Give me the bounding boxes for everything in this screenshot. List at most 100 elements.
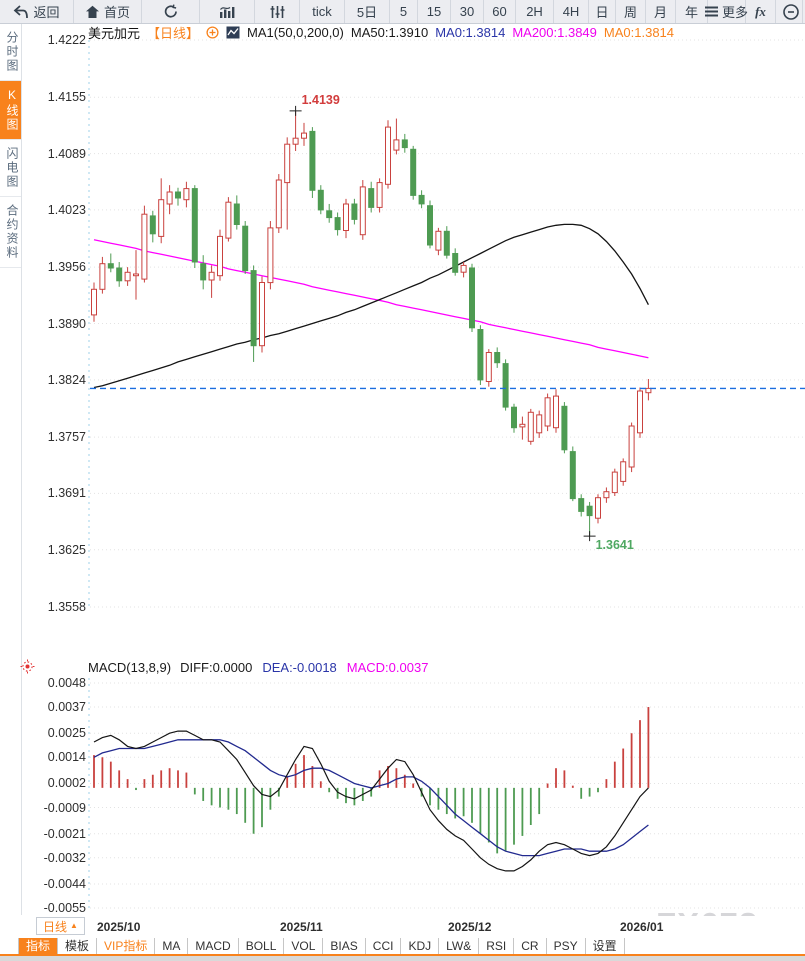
macd-axis-label: 0.0048: [47, 676, 86, 690]
sidebar-item-K线图[interactable]: K线图: [0, 81, 21, 140]
toolbar-button-15[interactable]: 15: [418, 0, 451, 23]
home-icon: [85, 5, 100, 19]
toolbar-button-label: 5: [399, 4, 408, 19]
toolbar-button-30[interactable]: 30: [451, 0, 484, 23]
macd-axis-label: 0.0002: [47, 776, 86, 791]
tab-CCI[interactable]: CCI: [366, 938, 402, 954]
toolbar-button-month[interactable]: 月: [646, 0, 676, 23]
x-axis-label: 2025/10: [97, 920, 141, 934]
toolbar-button-label: 30: [459, 4, 475, 19]
kline-chart-icon: [226, 26, 240, 39]
toolbar-button-label: 月: [653, 5, 667, 20]
price-axis-label: 1.3625: [47, 542, 86, 557]
toolbar-button-more[interactable]: 更多: [705, 0, 749, 23]
toolbar-button-label: 60: [492, 4, 507, 19]
price-axis-label: 1.3956: [47, 260, 86, 275]
toolbar-button-5d[interactable]: 5日: [345, 0, 390, 23]
toolbar-button-refresh[interactable]: [142, 0, 200, 23]
toolbar-button-zoom-out[interactable]: [776, 0, 803, 23]
toolbar-button-label: 15: [426, 4, 442, 19]
price-axis-label: 1.3890: [47, 316, 86, 331]
macd-values: DIFF:0.0000 DEA:-0.0018 MACD:0.0037: [180, 660, 428, 675]
price-axis-label: 1.3824: [47, 372, 86, 387]
tab-PSY[interactable]: PSY: [547, 938, 586, 954]
price-axis-label: 1.4222: [47, 33, 86, 47]
indicator-tab-bar: 指标 模板 VIP指标 MA MACD BOLL VOL BIAS CCI KDJ LW& RSI CR…: [0, 938, 805, 954]
indicator-chart-icon: [219, 5, 236, 19]
tab-MA[interactable]: MA: [155, 938, 189, 954]
bottom-strip: [0, 956, 805, 961]
tab-KDJ[interactable]: KDJ: [401, 938, 440, 954]
period-tag: 【日线】: [147, 26, 200, 41]
refresh-icon: [163, 4, 179, 19]
more-icon: [705, 6, 718, 17]
tab-BOLL[interactable]: BOLL: [239, 938, 285, 954]
tab-模板[interactable]: 模板: [58, 938, 98, 954]
macd-axis-label: -0.0032: [43, 850, 86, 865]
toolbar-button-candle-style[interactable]: [255, 0, 300, 23]
toolbar-button-2h[interactable]: 2H: [516, 0, 554, 23]
ma-value: MA200:1.3849: [512, 25, 597, 40]
tab-VIP指标[interactable]: VIP指标: [97, 938, 156, 954]
add-indicator-icon[interactable]: [206, 26, 219, 39]
toolbar-button-label: 5日: [356, 5, 378, 20]
toolbar-button-label: 日: [595, 5, 609, 20]
toolbar-button-indicator-chart[interactable]: [200, 0, 255, 23]
sidebar: 分时图 K线图 闪电图 合约资料: [0, 24, 22, 915]
macd-axis-label: 0.0025: [47, 726, 86, 741]
period-selector-button[interactable]: 日线 ▲: [36, 917, 85, 935]
toolbar-button-label: 首页: [103, 5, 130, 20]
toolbar-button-day[interactable]: 日: [589, 0, 616, 23]
chart-header: 美元加元 【日线】 MA1(50,0,200,0) MA50:1.3910 MA0…: [88, 25, 681, 41]
blink-live-icon: [20, 659, 35, 679]
ma-values: MA50:1.3910 MA0:1.3814 MA200:1.3849 MA0:1.3…: [351, 25, 681, 40]
tab-CR[interactable]: CR: [514, 938, 547, 954]
tab-RSI[interactable]: RSI: [479, 938, 515, 954]
macd-axis-label: -0.0044: [43, 876, 86, 891]
low-price-label: 1.3641: [595, 538, 634, 553]
toolbar-button-label: 更多: [722, 5, 749, 20]
toolbar-button-label: 周: [623, 5, 637, 20]
symbol-name: 美元加元: [88, 26, 141, 41]
toolbar-button-label: fx: [755, 3, 766, 19]
macd-axis-label: -0.0009: [43, 800, 86, 815]
x-axis-label: 2025/12: [448, 920, 492, 934]
toolbar-button-5[interactable]: 5: [390, 0, 418, 23]
tab-MACD[interactable]: MACD: [188, 938, 239, 954]
toolbar-button-label: 年: [684, 5, 698, 20]
toolbar-button-label: 2H: [526, 4, 543, 19]
tab-BIAS[interactable]: BIAS: [323, 938, 366, 954]
x-axis-label: 2025/11: [280, 920, 323, 934]
toolbar-button-60[interactable]: 60: [484, 0, 516, 23]
toolbar-button-week[interactable]: 周: [616, 0, 646, 23]
toolbar-button-fx[interactable]: fx: [746, 0, 776, 23]
x-axis-label: 2026/01: [620, 920, 664, 934]
tab-设置[interactable]: 设置: [586, 938, 625, 954]
sidebar-item-分时图[interactable]: 分时图: [0, 24, 21, 81]
macd-axis-label: -0.0021: [43, 826, 86, 841]
back-icon: [13, 4, 29, 19]
toolbar-button-year[interactable]: 年: [676, 0, 708, 23]
toolbar-button-tick[interactable]: tick: [300, 0, 345, 23]
period-selector-label: 日线: [43, 919, 68, 934]
sidebar-item-合约资料[interactable]: 合约资料: [0, 197, 21, 268]
ma-value: MA50:1.3910: [350, 25, 429, 40]
price-axis-label: 1.4023: [47, 202, 86, 217]
toolbar-button-label: tick: [312, 4, 332, 19]
tab-LW&[interactable]: LW&: [439, 938, 480, 954]
sidebar-item-闪电图[interactable]: 闪电图: [0, 140, 21, 197]
price-axis-label: 1.3691: [47, 486, 86, 501]
toolbar-button-4h[interactable]: 4H: [554, 0, 589, 23]
ma-value: MA0:1.3814: [435, 25, 506, 40]
toolbar-button-home[interactable]: 首页: [74, 0, 142, 23]
zoom-out-icon: [779, 3, 799, 21]
toolbar-button-back[interactable]: 返回: [0, 0, 74, 23]
tab-VOL[interactable]: VOL: [284, 938, 324, 954]
ma-settings: MA1(50,0,200,0): [247, 25, 344, 40]
price-axis-label: 1.4155: [47, 90, 86, 105]
tab-bar-accent-line: [0, 954, 805, 956]
price-axis-label: 1.4089: [47, 146, 86, 161]
tab-指标[interactable]: 指标: [18, 938, 59, 954]
